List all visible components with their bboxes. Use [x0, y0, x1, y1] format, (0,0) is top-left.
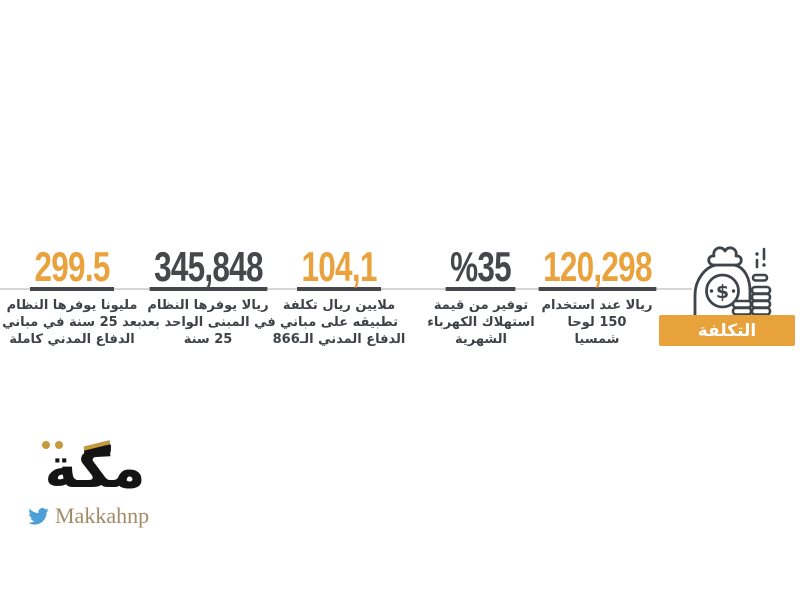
cost-badge-label: التكلفة	[697, 320, 757, 341]
cost-badge: التكلفة	[659, 315, 795, 346]
stat-desc-line: الدفاع المدني كاملة	[9, 332, 135, 347]
dollar-circle	[705, 273, 740, 309]
sparkle-dot	[755, 252, 759, 256]
dollar-sign: $	[716, 281, 729, 303]
stat-desc-line: بعد 25 سنة في مباني	[2, 315, 142, 330]
stat-value: 345,848	[149, 246, 267, 291]
stat-desc-line: تطبيقه على مباني	[279, 315, 399, 330]
stat-column-cost-150-panels: 120,298 ريالا عند استخدام 150 لوحا شمسيا	[527, 246, 667, 348]
stat-value-wrap: %35	[411, 246, 551, 291]
gold-dot	[55, 441, 63, 449]
stat-desc-line: ريالا يوفرها النظام	[147, 298, 269, 313]
twitter-row: Makkahnp	[28, 503, 149, 529]
twitter-handle: Makkahnp	[55, 503, 150, 528]
stat-desc-line: 25 سنة	[183, 332, 233, 347]
stat-desc-line: 150 لوحا	[567, 315, 627, 330]
stat-value-wrap: 104,1	[269, 246, 409, 291]
stat-desc-line: استهلاك الكهرباء	[427, 315, 535, 330]
stat-description: توفير من قيمة استهلاك الكهرباء الشهرية	[411, 297, 551, 348]
stat-column-savings-25y-all-buildings: 299.5 مليونا يوفرها النظام بعد 25 سنة في…	[2, 246, 142, 348]
logo-gold-dots	[42, 441, 63, 449]
stat-value: 299.5	[29, 246, 115, 291]
stat-description: مليونا يوفرها النظام بعد 25 سنة في مباني…	[2, 297, 142, 348]
money-bag-knot	[707, 246, 743, 267]
stat-value-wrap: 345,848	[138, 246, 278, 291]
stat-description: ريالا عند استخدام 150 لوحا شمسيا	[527, 297, 667, 348]
stat-desc-line: في المبنى الواحد بعد	[140, 315, 276, 330]
dollar-side-dot	[709, 289, 714, 293]
stat-value-wrap: 299.5	[2, 246, 142, 291]
stat-value-wrap: 120,298	[527, 246, 667, 291]
stat-description: ريالا يوفرها النظام في المبنى الواحد بعد…	[138, 297, 278, 348]
stat-desc-line: الشهرية	[455, 332, 507, 347]
stat-desc-line: شمسيا	[574, 332, 620, 347]
sparkle-marks	[755, 247, 766, 269]
stat-description: ملايين ريال تكلفة تطبيقه على مباني الدفا…	[269, 297, 409, 348]
stat-value: 104,1	[296, 246, 382, 291]
stat-desc-line: توفير من قيمة	[433, 298, 529, 313]
dollar-side-dot	[731, 289, 736, 293]
stat-column-implementation-cost: 104,1 ملايين ريال تكلفة تطبيقه على مباني…	[269, 246, 409, 348]
stat-desc-line: مليونا يوفرها النظام	[6, 298, 138, 313]
gold-dot	[42, 441, 50, 449]
stat-desc-line: الدفاع المدني الـ866	[272, 332, 406, 347]
money-bag-icon: $	[693, 246, 772, 323]
stat-column-savings-per-building: 345,848 ريالا يوفرها النظام في المبنى ال…	[138, 246, 278, 348]
stats-row: 299.5 مليونا يوفرها النظام بعد 25 سنة في…	[0, 246, 800, 386]
makkah-logo: مكة Makkahnp	[20, 437, 170, 537]
stat-desc-line: ملايين ريال تكلفة	[282, 298, 396, 313]
kaaba-icon	[83, 440, 111, 458]
twitter-icon	[28, 507, 49, 525]
sparkle-dot	[762, 263, 766, 267]
stat-value: 120,298	[538, 246, 656, 291]
stat-column-electricity-savings-percent: %35 توفير من قيمة استهلاك الكهرباء الشهر…	[411, 246, 551, 348]
stat-desc-line: ريالا عند استخدام	[541, 298, 653, 313]
stat-value: %35	[446, 246, 516, 291]
